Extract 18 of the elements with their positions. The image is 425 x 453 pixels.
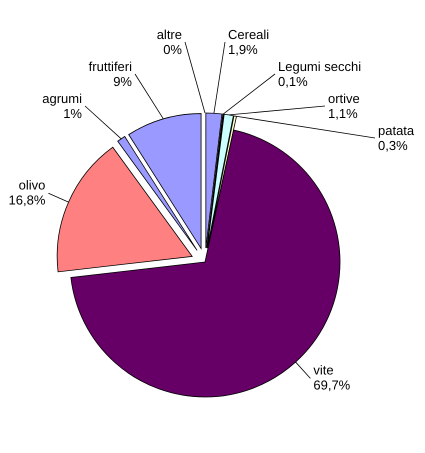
slice-label: vite [313, 362, 334, 378]
data-label: 1,9% [228, 42, 258, 57]
slice-label: olivo [18, 177, 46, 192]
data-label: 9% [113, 74, 132, 89]
slice-label: fruttiferi [88, 59, 132, 74]
data-label: 16,8% [8, 192, 46, 208]
slice-label: agrumi [42, 91, 82, 106]
data-label: 0,1% [278, 74, 308, 89]
data-label: 1,1% [328, 106, 358, 121]
slice-label: ortive [328, 91, 360, 106]
text: 0% [163, 42, 182, 57]
data-label: 0,3% [378, 138, 408, 153]
slice-label: Legumi secchi [278, 59, 362, 74]
data-label: 69,7% [313, 377, 351, 392]
slice-label: patata [378, 123, 415, 138]
category-label: altre [156, 27, 182, 42]
slice-label: Cereali [228, 27, 270, 42]
data-label: 1% [63, 106, 82, 121]
